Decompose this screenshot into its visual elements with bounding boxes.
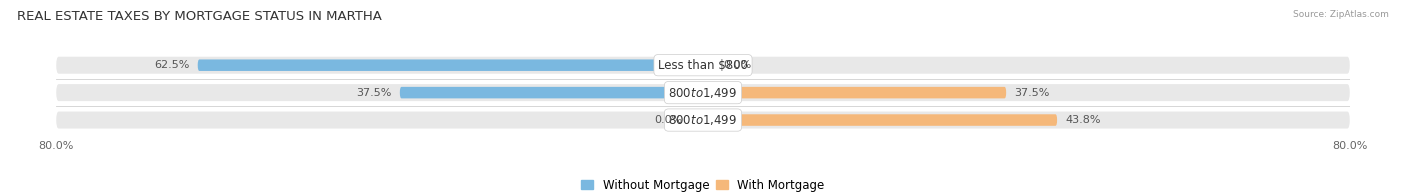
Text: REAL ESTATE TAXES BY MORTGAGE STATUS IN MARTHA: REAL ESTATE TAXES BY MORTGAGE STATUS IN … xyxy=(17,10,382,23)
Text: 0.0%: 0.0% xyxy=(655,115,683,125)
FancyBboxPatch shape xyxy=(56,112,1350,129)
Text: 62.5%: 62.5% xyxy=(155,60,190,70)
FancyBboxPatch shape xyxy=(198,59,703,71)
FancyBboxPatch shape xyxy=(703,87,1007,98)
Text: 37.5%: 37.5% xyxy=(1014,88,1050,98)
Text: Less than $800: Less than $800 xyxy=(658,59,748,72)
Legend: Without Mortgage, With Mortgage: Without Mortgage, With Mortgage xyxy=(576,174,830,195)
Text: 43.8%: 43.8% xyxy=(1066,115,1101,125)
FancyBboxPatch shape xyxy=(399,87,703,98)
Text: 37.5%: 37.5% xyxy=(356,88,392,98)
FancyBboxPatch shape xyxy=(690,114,703,126)
FancyBboxPatch shape xyxy=(703,114,1057,126)
FancyBboxPatch shape xyxy=(56,57,1350,74)
FancyBboxPatch shape xyxy=(703,59,716,71)
Text: $800 to $1,499: $800 to $1,499 xyxy=(668,113,738,127)
Text: $800 to $1,499: $800 to $1,499 xyxy=(668,86,738,100)
Text: 0.0%: 0.0% xyxy=(723,60,751,70)
FancyBboxPatch shape xyxy=(56,84,1350,101)
Text: Source: ZipAtlas.com: Source: ZipAtlas.com xyxy=(1294,10,1389,19)
